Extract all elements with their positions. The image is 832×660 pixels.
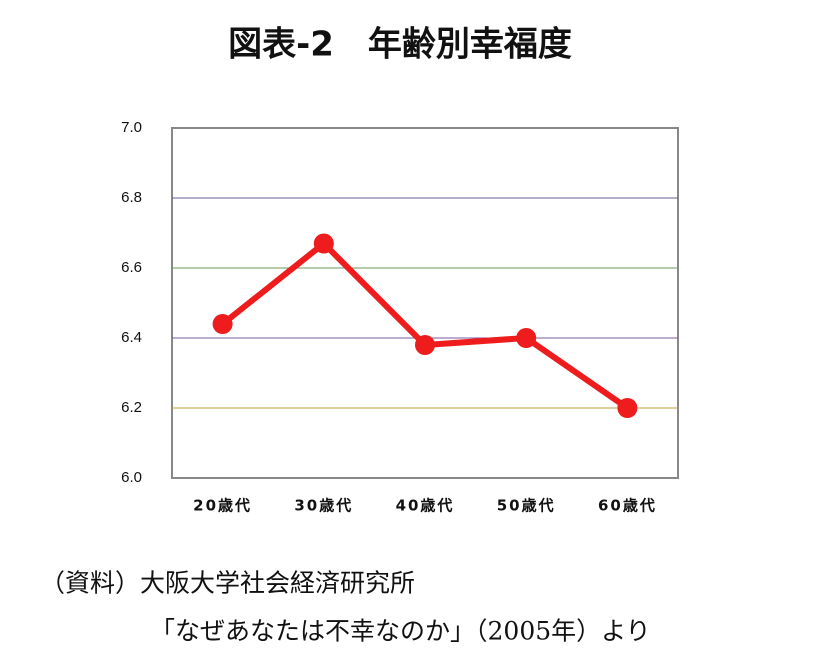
y-tick-label: 6.6 bbox=[121, 259, 142, 276]
y-tick-label: 6.4 bbox=[121, 329, 142, 346]
source-note: 「なぜあなたは不幸なのか」（2005年）より bbox=[150, 617, 651, 646]
y-tick-label: 6.0 bbox=[121, 469, 142, 486]
chart-title: 図表-2 年齢別幸福度 bbox=[228, 25, 572, 65]
data-point bbox=[313, 233, 334, 254]
x-tick-label: 60歳代 bbox=[598, 497, 657, 515]
data-point bbox=[516, 328, 537, 348]
y-tick-label: 6.8 bbox=[121, 189, 142, 206]
x-tick-label: 30歳代 bbox=[294, 497, 353, 515]
data-point bbox=[415, 335, 435, 355]
source-note: （資料）大阪大学社会経済研究所 bbox=[40, 569, 415, 598]
x-tick-label: 40歳代 bbox=[396, 497, 455, 515]
data-point bbox=[212, 314, 233, 334]
x-tick-label: 20歳代 bbox=[193, 497, 252, 515]
data-point bbox=[617, 398, 638, 418]
y-tick-label: 7.0 bbox=[121, 119, 142, 136]
x-tick-label: 50歳代 bbox=[497, 497, 556, 515]
y-tick-label: 6.2 bbox=[121, 399, 142, 416]
